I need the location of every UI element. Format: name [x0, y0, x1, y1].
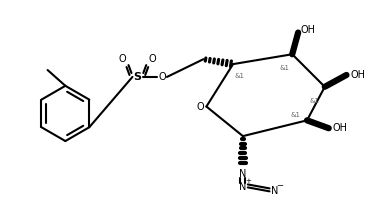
- Text: &1: &1: [310, 98, 320, 104]
- Text: OH: OH: [351, 70, 365, 80]
- Text: N: N: [239, 169, 246, 179]
- Text: &1: &1: [290, 112, 300, 118]
- Text: OH: OH: [300, 25, 315, 35]
- Text: +: +: [245, 178, 251, 184]
- Text: &1: &1: [235, 73, 245, 79]
- Text: N: N: [239, 182, 246, 192]
- Text: N: N: [271, 186, 278, 196]
- Text: O: O: [148, 54, 156, 64]
- Text: OH: OH: [333, 123, 348, 133]
- Text: O: O: [197, 101, 204, 112]
- Text: O: O: [158, 72, 166, 82]
- Text: &1: &1: [279, 65, 289, 71]
- Text: S: S: [133, 72, 141, 82]
- Text: −: −: [276, 181, 283, 190]
- Text: O: O: [119, 54, 127, 64]
